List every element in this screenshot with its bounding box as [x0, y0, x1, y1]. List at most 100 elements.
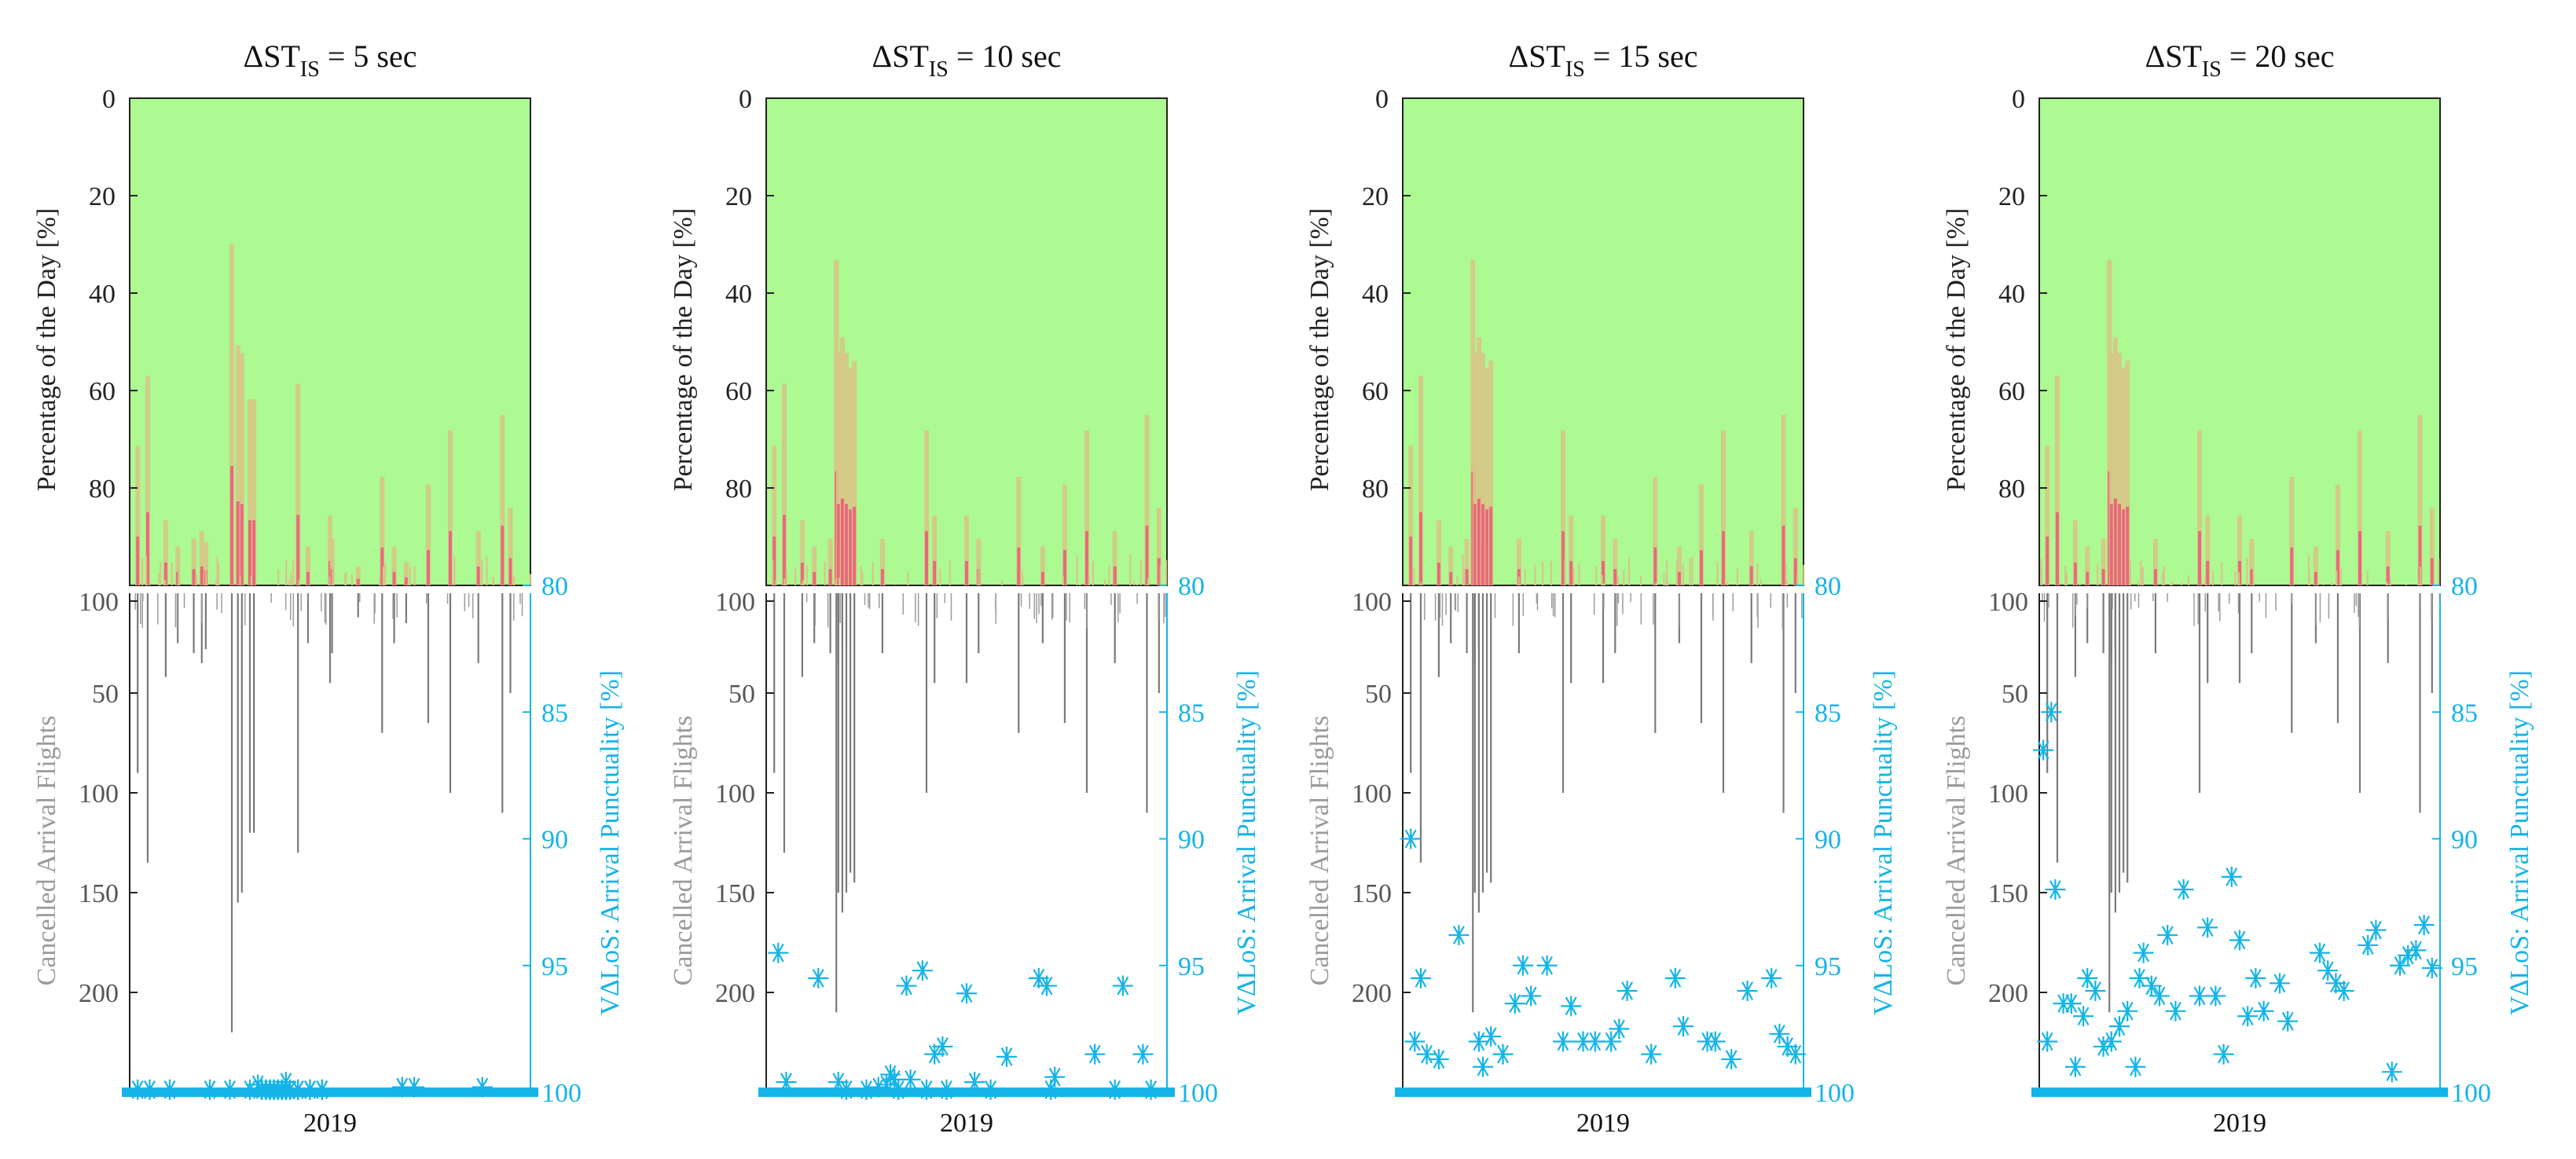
day-share-minor-spike: [1665, 560, 1668, 585]
right-ytick-label: 95: [2451, 952, 2478, 981]
day-share-spike: [175, 546, 181, 585]
day-share-minor-spike: [1655, 582, 1657, 585]
day-share-minor-spike: [1639, 576, 1642, 585]
day-share-minor-spike: [2246, 557, 2248, 585]
day-share-spike: [2117, 353, 2122, 585]
top-ylabel: Percentage of the Day [%]: [32, 208, 61, 492]
day-share-spike-red: [1699, 550, 1703, 585]
day-share-spike-red: [356, 578, 360, 585]
day-share-minor-spike: [2188, 576, 2190, 585]
day-share-spike-red: [1085, 530, 1088, 585]
day-share-spike: [932, 515, 938, 585]
left-ytick-label: 150: [715, 879, 755, 908]
day-share-spike-red: [925, 530, 928, 585]
day-share-spike: [448, 430, 453, 585]
punctuality-star: [980, 1079, 1001, 1100]
day-share-spike-red: [230, 466, 234, 585]
day-share-spike: [2358, 430, 2362, 585]
day-share-minor-spike: [529, 574, 531, 585]
punctuality-star: [2073, 1006, 2094, 1027]
day-share-spike-red: [880, 569, 884, 585]
top-ytick-label: 40: [1998, 280, 2025, 309]
day-share-minor-spike: [861, 572, 864, 585]
day-share-minor-spike: [1462, 554, 1464, 585]
day-share-spike: [1698, 484, 1704, 585]
day-share-spike-red: [200, 566, 204, 585]
day-share-minor-spike: [2204, 575, 2207, 585]
day-share-spike-red: [1677, 571, 1681, 585]
punctuality-star: [1140, 1079, 1161, 1100]
day-share-spike-red: [2206, 560, 2210, 585]
day-share-minor-spike: [1803, 564, 1805, 585]
day-share-spike: [1112, 530, 1117, 585]
day-share-spike-red: [1793, 558, 1797, 585]
day-share-minor-spike: [288, 579, 290, 585]
day-share-minor-spike: [513, 575, 516, 585]
day-share-minor-spike: [2141, 566, 2144, 585]
day-share-spike-red: [426, 550, 430, 585]
punctuality-star: [916, 1079, 937, 1100]
day-share-spike-red: [2198, 530, 2201, 585]
day-share-spike-red: [2055, 512, 2059, 585]
day-share-spike-red: [2153, 569, 2157, 585]
left-ytick-label: 150: [1988, 879, 2028, 908]
punctuality-star: [1044, 1066, 1066, 1087]
right-ytick-label: 95: [1815, 952, 1841, 981]
day-share-minor-spike: [1682, 564, 1684, 585]
day-share-spike-red: [1145, 526, 1149, 585]
day-share-minor-spike: [285, 560, 288, 585]
day-share-spike: [1516, 538, 1521, 585]
left-ylabel: Cancelled Arrival Flights: [669, 716, 698, 986]
day-share-spike-red: [2358, 530, 2361, 585]
day-share-minor-spike: [160, 562, 162, 585]
top-ytick-label: 0: [739, 85, 752, 114]
punctuality-star: [900, 1069, 921, 1090]
left-ytick-label: 100: [715, 779, 755, 809]
day-share-minor-spike: [1595, 566, 1598, 585]
day-share-spike-red: [1481, 504, 1484, 585]
day-share-spike: [1144, 415, 1150, 585]
day-share-minor-spike: [2097, 563, 2099, 585]
day-share-minor-spike: [216, 556, 218, 585]
day-share-spike: [2289, 476, 2295, 585]
day-share-minor-spike: [1022, 581, 1024, 585]
day-share-minor-spike: [2336, 570, 2338, 585]
day-share-minor-spike: [250, 575, 252, 585]
punctuality-star: [856, 1079, 877, 1100]
day-share-spike: [1488, 360, 1494, 585]
punctuality-star: [1492, 1043, 1514, 1065]
right-ytick-label: 85: [2451, 699, 2478, 728]
day-share-minor-spike: [492, 577, 494, 585]
day-share-minor-spike: [2180, 582, 2182, 585]
day-share-spike-red: [236, 501, 240, 585]
day-share-spike: [2045, 446, 2050, 585]
day-share-spike-red: [1465, 569, 1469, 585]
right-ytick-label: 100: [1178, 1079, 1218, 1108]
day-share-minor-spike: [1760, 579, 1762, 585]
punctuality-star: [1553, 1031, 1573, 1052]
day-share-spike-red: [2126, 506, 2130, 585]
day-share-minor-spike: [2171, 581, 2173, 585]
day-share-minor-spike: [838, 578, 840, 585]
day-share-spike: [2429, 508, 2435, 585]
punctuality-star: [311, 1079, 332, 1100]
punctuality-star: [1737, 981, 1758, 1001]
day-share-minor-spike: [277, 569, 280, 585]
punctuality-star: [1132, 1043, 1154, 1065]
punctuality-star: [1536, 955, 1558, 976]
punctuality-star: [2141, 975, 2162, 996]
day-share-minor-spike: [772, 559, 774, 585]
punctuality-star: [2221, 866, 2242, 887]
day-share-spike: [2205, 515, 2211, 585]
left-ytick-label: 200: [1988, 979, 2028, 1008]
left-ytick-label: 50: [728, 680, 755, 709]
day-share-minor-spike: [218, 563, 220, 585]
top-ytick-label: 40: [89, 280, 116, 309]
punctuality-star: [2245, 967, 2266, 988]
day-share-spike-red: [1113, 566, 1117, 585]
day-share-spike: [772, 446, 777, 585]
day-share-spike: [2417, 415, 2423, 585]
day-share-spike-red: [2386, 566, 2390, 585]
punctuality-star: [964, 1072, 985, 1093]
day-share-spike: [2054, 376, 2060, 585]
